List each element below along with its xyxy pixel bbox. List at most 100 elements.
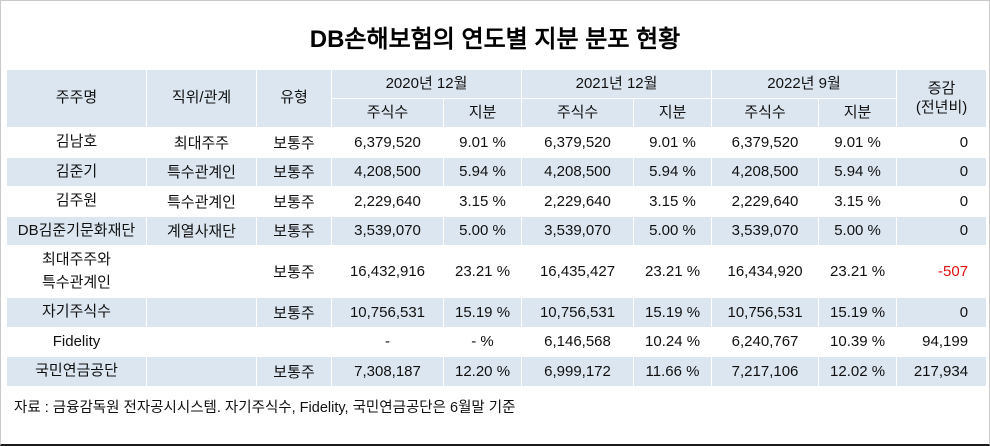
cell-stake: 23.21 % bbox=[633, 245, 713, 298]
cell-type: 보통주 bbox=[256, 297, 332, 328]
cell-change: 94,199 bbox=[896, 326, 988, 357]
cell-shares: 4,208,500 bbox=[331, 156, 444, 187]
subheader-stake-2021: 지분 bbox=[633, 98, 713, 128]
cell-change: 0 bbox=[896, 156, 988, 187]
cell-shareholder: DB김준기문화재단 bbox=[6, 215, 147, 246]
col-header-change: 증감 (전년비) bbox=[896, 69, 988, 128]
subheader-stake-2020: 지분 bbox=[442, 98, 523, 128]
cell-stake: 5.00 % bbox=[633, 215, 713, 246]
col-header-period-2022: 2022년 9월 bbox=[711, 69, 898, 99]
cell-position: 특수관계인 bbox=[146, 156, 257, 187]
cell-shareholder: Fidelity bbox=[6, 326, 147, 357]
cell-stake: 3.15 % bbox=[633, 186, 713, 217]
cell-shares: 3,539,070 bbox=[331, 215, 444, 246]
cell-stake: 23.21 % bbox=[818, 245, 898, 298]
header-row-groups: 주주명 직위/관계 유형 2020년 12월 2021년 12월 2022년 9… bbox=[6, 69, 988, 128]
cell-shareholder: 국민연금공단 bbox=[6, 356, 147, 387]
table-row: 자기주식수 보통주 10,756,531 15.19 % 10,756,531 15.19… bbox=[6, 297, 988, 328]
col-header-period-2021: 2021년 12월 bbox=[521, 69, 713, 99]
cell-shares: 7,308,187 bbox=[331, 356, 444, 387]
cell-shares: - bbox=[331, 326, 444, 357]
cell-change: 0 bbox=[896, 186, 988, 217]
col-header-change-line1: 증감 bbox=[927, 79, 956, 97]
cell-shares: 10,756,531 bbox=[711, 297, 820, 328]
cell-shares: 2,229,640 bbox=[521, 186, 635, 217]
cell-shareholder: 김주원 bbox=[6, 186, 147, 217]
cell-shares: 3,539,070 bbox=[711, 215, 820, 246]
cell-stake: 9.01 % bbox=[633, 127, 713, 158]
cell-shares: 4,208,500 bbox=[711, 156, 820, 187]
cell-shareholder: 김남호 bbox=[6, 127, 147, 158]
cell-stake: 5.94 % bbox=[633, 156, 713, 187]
cell-shares: 6,240,767 bbox=[711, 326, 820, 357]
subheader-shares-2022: 주식수 bbox=[711, 98, 820, 128]
cell-stake: 5.94 % bbox=[442, 156, 523, 187]
cell-shares: 6,146,568 bbox=[521, 326, 635, 357]
cell-shares: 2,229,640 bbox=[711, 186, 820, 217]
cell-shares: 16,432,916 bbox=[331, 245, 444, 298]
cell-stake: 15.19 % bbox=[442, 297, 523, 328]
cell-stake: 15.19 % bbox=[818, 297, 898, 328]
table-row: 김주원 특수관계인 보통주 2,229,640 3.15 % 2,229,640 3.15 … bbox=[6, 186, 988, 217]
cell-shareholder: 자기주식수 bbox=[6, 297, 147, 328]
subheader-shares-2020: 주식수 bbox=[331, 98, 444, 128]
cell-stake: 10.24 % bbox=[633, 326, 713, 357]
cell-type: 보통주 bbox=[256, 356, 332, 387]
cell-type: 보통주 bbox=[256, 127, 332, 158]
cell-shares: 3,539,070 bbox=[521, 215, 635, 246]
cell-type: 보통주 bbox=[256, 186, 332, 217]
source-note: 자료 : 금융감독원 전자공시시스템. 자기주식수, Fidelity, 국민연… bbox=[14, 399, 516, 416]
cell-stake: 5.00 % bbox=[442, 215, 523, 246]
cell-position: 특수관계인 bbox=[146, 186, 257, 217]
cell-shares: 10,756,531 bbox=[331, 297, 444, 328]
cell-stake: 9.01 % bbox=[818, 127, 898, 158]
cell-shares: 6,379,520 bbox=[711, 127, 820, 158]
table-row: 최대주주와 특수관계인 보통주 16,432,916 23.21 % 16,435,42… bbox=[6, 245, 988, 298]
subheader-stake-2022: 지분 bbox=[818, 98, 898, 128]
cell-stake: 11.66 % bbox=[633, 356, 713, 387]
page-title: DB손해보험의 연도별 지분 분포 현황 bbox=[309, 26, 681, 53]
cell-shares: 4,208,500 bbox=[521, 156, 635, 187]
cell-shares: 6,379,520 bbox=[521, 127, 635, 158]
cell-shares: 16,434,920 bbox=[711, 245, 820, 298]
cell-stake: 12.20 % bbox=[442, 356, 523, 387]
cell-position bbox=[146, 245, 257, 298]
cell-stake: 5.00 % bbox=[818, 215, 898, 246]
table-body: 김남호 최대주주 보통주 6,379,520 9.01 % 6,379,520 9.01 %… bbox=[6, 127, 988, 387]
cell-type: 보통주 bbox=[256, 215, 332, 246]
cell-stake: 9.01 % bbox=[442, 127, 523, 158]
col-header-type: 유형 bbox=[256, 69, 332, 128]
cell-stake: 12.02 % bbox=[818, 356, 898, 387]
cell-type: 보통주 bbox=[256, 245, 332, 298]
cell-position: 계열사재단 bbox=[146, 215, 257, 246]
cell-position: 최대주주 bbox=[146, 127, 257, 158]
table-row: Fidelity - - % 6,146,568 10.24 % 6,240,767 10.… bbox=[6, 326, 988, 357]
cell-type bbox=[256, 326, 332, 357]
cell-stake: 23.21 % bbox=[442, 245, 523, 298]
cell-shares: 6,379,520 bbox=[331, 127, 444, 158]
cell-position bbox=[146, 297, 257, 328]
cell-change: -507 bbox=[896, 245, 988, 298]
table-row: 김준기 특수관계인 보통주 4,208,500 5.94 % 4,208,500 5.94 … bbox=[6, 156, 988, 187]
subheader-shares-2021: 주식수 bbox=[521, 98, 635, 128]
table-row: DB김준기문화재단 계열사재단 보통주 3,539,070 5.00 % 3,539,07… bbox=[6, 215, 988, 246]
col-header-position: 직위/관계 bbox=[146, 69, 257, 128]
table-row: 국민연금공단 보통주 7,308,187 12.20 % 6,999,172 11.66 … bbox=[6, 356, 988, 387]
cell-shares: 7,217,106 bbox=[711, 356, 820, 387]
col-header-change-line2: (전년비) bbox=[915, 98, 968, 116]
share-distribution-table: 주주명 직위/관계 유형 2020년 12월 2021년 12월 2022년 9… bbox=[6, 69, 988, 387]
cell-change: 0 bbox=[896, 215, 988, 246]
cell-stake: - % bbox=[442, 326, 523, 357]
cell-position bbox=[146, 356, 257, 387]
cell-shareholder: 김준기 bbox=[6, 156, 147, 187]
header-row-subcolumns: 주식수 지분 주식수 지분 주식수 지분 bbox=[7, 98, 987, 128]
cell-shares: 10,756,531 bbox=[521, 297, 635, 328]
col-header-shareholder: 주주명 bbox=[6, 69, 147, 128]
col-header-period-2020: 2020년 12월 bbox=[330, 69, 523, 99]
cell-change: 0 bbox=[896, 297, 988, 328]
cell-stake: 5.94 % bbox=[818, 156, 898, 187]
cell-change: 217,934 bbox=[896, 356, 988, 387]
cell-shares: 2,229,640 bbox=[331, 186, 444, 217]
cell-stake: 10.39 % bbox=[818, 326, 898, 357]
